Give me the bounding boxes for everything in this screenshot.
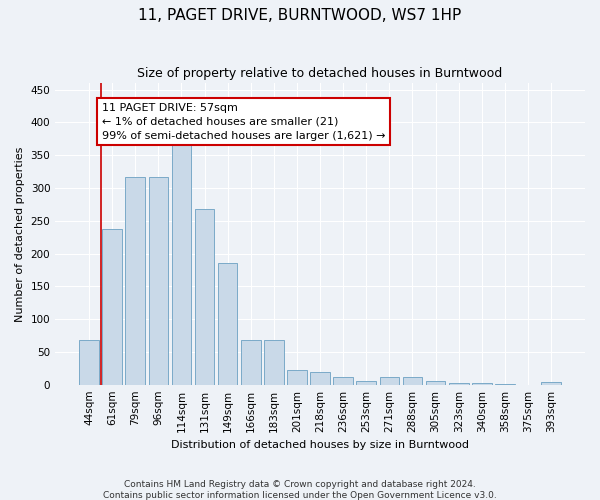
Text: Contains HM Land Registry data © Crown copyright and database right 2024.
Contai: Contains HM Land Registry data © Crown c…: [103, 480, 497, 500]
Bar: [218, 264, 238, 384]
Bar: [125, 178, 145, 384]
Bar: [149, 178, 168, 384]
Bar: [241, 340, 260, 384]
Bar: [403, 378, 422, 384]
Bar: [356, 380, 376, 384]
Bar: [79, 340, 99, 384]
Title: Size of property relative to detached houses in Burntwood: Size of property relative to detached ho…: [137, 68, 503, 80]
Text: 11 PAGET DRIVE: 57sqm
← 1% of detached houses are smaller (21)
99% of semi-detac: 11 PAGET DRIVE: 57sqm ← 1% of detached h…: [102, 102, 385, 141]
Bar: [334, 378, 353, 384]
Bar: [380, 378, 399, 384]
Bar: [195, 209, 214, 384]
Y-axis label: Number of detached properties: Number of detached properties: [15, 146, 25, 322]
Bar: [172, 142, 191, 384]
Bar: [103, 230, 122, 384]
Bar: [264, 340, 284, 384]
Text: 11, PAGET DRIVE, BURNTWOOD, WS7 1HP: 11, PAGET DRIVE, BURNTWOOD, WS7 1HP: [139, 8, 461, 22]
X-axis label: Distribution of detached houses by size in Burntwood: Distribution of detached houses by size …: [171, 440, 469, 450]
Bar: [541, 382, 561, 384]
Bar: [426, 382, 445, 384]
Bar: [310, 372, 330, 384]
Bar: [287, 370, 307, 384]
